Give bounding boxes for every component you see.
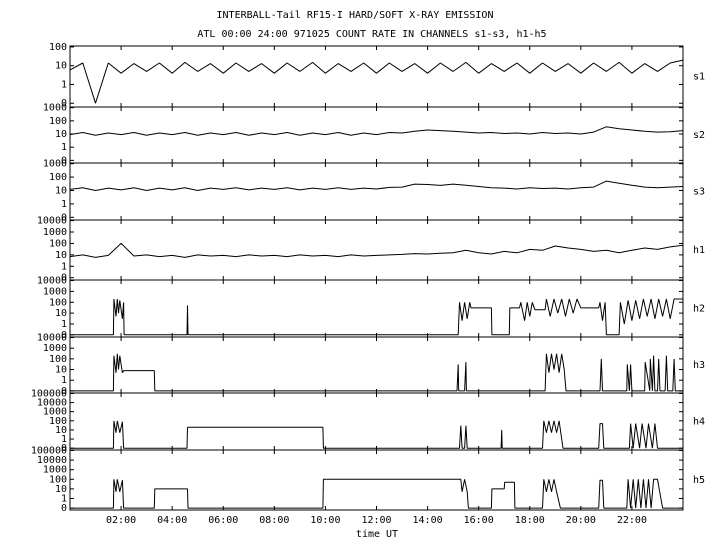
panel-label: s1	[693, 72, 705, 83]
panel-frame	[69, 162, 684, 221]
y-tick-label: 1000	[43, 103, 67, 114]
x-tick-label: 06:00	[208, 515, 238, 526]
trace	[69, 126, 684, 136]
x-tick-label: 02:00	[106, 515, 136, 526]
x-tick-label: 16:00	[464, 515, 494, 526]
y-tick-label: 1000	[43, 407, 67, 418]
y-tick-label: 10	[55, 129, 67, 140]
panel-label: h4	[693, 417, 705, 428]
y-tick-label: 0	[61, 503, 67, 514]
y-tick-label: 100	[49, 172, 67, 183]
y-tick-label: 1000	[43, 159, 67, 170]
y-tick-label: 1	[61, 434, 67, 445]
y-tick-label: 0	[61, 443, 67, 454]
panel-frame	[69, 219, 684, 281]
y-tick-label: 1000	[43, 343, 67, 354]
y-tick-label: 100	[49, 238, 67, 249]
y-tick-label: 100	[49, 354, 67, 365]
y-tick-label: 0	[61, 386, 67, 397]
y-tick-label: 10	[55, 250, 67, 261]
y-tick-label: 10	[55, 425, 67, 436]
y-tick-label: 0	[61, 273, 67, 284]
x-tick-label: 12:00	[361, 515, 391, 526]
x-tick-label: 10:00	[310, 515, 340, 526]
y-tick-label: 1	[61, 493, 67, 504]
y-tick-label: 0	[61, 98, 67, 109]
y-tick-label: 1	[61, 199, 67, 210]
y-tick-label: 10000	[37, 398, 67, 409]
y-tick-label: 10000	[37, 216, 67, 227]
panel-label: s3	[693, 187, 705, 198]
panel-frame	[69, 279, 684, 338]
y-tick-label: 100	[49, 474, 67, 485]
y-tick-label: 1	[61, 319, 67, 330]
trace	[69, 180, 684, 191]
y-tick-label: 0	[61, 155, 67, 166]
panel-frame	[69, 392, 684, 451]
y-tick-label: 10	[55, 484, 67, 495]
chart-subtitle: ATL 00:00 24:00 971025 COUNT RATE IN CHA…	[197, 29, 546, 40]
y-tick-label: 1	[61, 142, 67, 153]
x-tick-label: 14:00	[413, 515, 443, 526]
trace	[70, 420, 683, 449]
panel-frame	[69, 45, 684, 108]
y-tick-label: 1000	[43, 286, 67, 297]
y-tick-label: 1	[61, 261, 67, 272]
trace	[70, 353, 683, 392]
y-tick-label: 10000	[37, 455, 67, 466]
x-axis-label: time UT	[356, 529, 398, 540]
panel-label: h2	[693, 304, 705, 315]
panel-frame	[69, 336, 684, 394]
y-tick-label: 10	[55, 308, 67, 319]
panel-label: s2	[693, 130, 705, 141]
y-tick-label: 1000	[43, 465, 67, 476]
x-tick-label: 22:00	[617, 515, 647, 526]
y-tick-label: 100000	[31, 388, 67, 399]
y-tick-label: 100	[49, 42, 67, 53]
trace	[69, 59, 684, 104]
y-tick-label: 10	[55, 365, 67, 376]
trace	[69, 243, 684, 258]
panel-label: h5	[693, 475, 705, 486]
y-tick-label: 100	[49, 297, 67, 308]
y-tick-label: 10000	[37, 276, 67, 287]
y-tick-label: 0	[61, 212, 67, 223]
y-tick-label: 100	[49, 116, 67, 127]
x-tick-label: 08:00	[259, 515, 289, 526]
chart-title: INTERBALL-Tail RF15-I HARD/SOFT X-RAY EM…	[217, 10, 494, 21]
x-tick-label: 20:00	[566, 515, 596, 526]
x-tick-label: 04:00	[157, 515, 187, 526]
y-tick-label: 1	[61, 375, 67, 386]
y-tick-label: 10	[55, 61, 67, 72]
trace	[70, 298, 683, 336]
panel-label: h1	[693, 245, 705, 256]
y-tick-label: 100	[49, 416, 67, 427]
y-tick-label: 10000	[37, 333, 67, 344]
y-tick-label: 100000	[31, 445, 67, 456]
y-tick-label: 1	[61, 79, 67, 90]
y-tick-label: 0	[61, 330, 67, 341]
panel-frame	[69, 449, 684, 511]
x-tick-label: 18:00	[515, 515, 545, 526]
trace	[70, 478, 683, 509]
panel-label: h3	[693, 360, 705, 371]
y-tick-label: 10	[55, 185, 67, 196]
y-tick-label: 1000	[43, 227, 67, 238]
